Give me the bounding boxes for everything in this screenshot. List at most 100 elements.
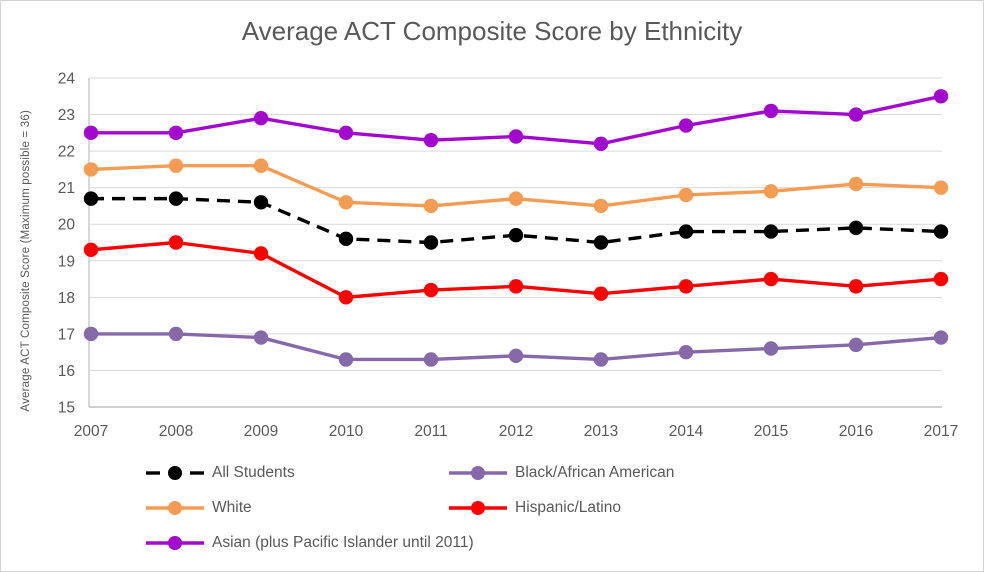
x-tick-label: 2017 <box>924 423 958 440</box>
y-tick-label: 17 <box>58 326 75 343</box>
data-point-all-students-2017 <box>933 224 949 239</box>
legend-item-hispanic-latino: Hispanic/Latino <box>449 499 674 516</box>
data-point-all-students-2016 <box>848 220 864 236</box>
data-point-white-2017 <box>933 180 949 195</box>
data-point-all-students-2008 <box>168 191 184 206</box>
data-point-hispanic-latino-2010 <box>338 290 354 305</box>
y-tick-label: 20 <box>58 217 76 234</box>
x-tick-label: 2012 <box>499 423 533 440</box>
data-point-black-african-american-2016 <box>848 337 864 353</box>
data-point-white-2015 <box>763 184 779 199</box>
data-point-hispanic-latino-2013 <box>593 286 609 301</box>
data-point-asian-plus-pacific-islander-until-2011-2015 <box>763 103 779 119</box>
data-point-white-2014 <box>678 187 694 203</box>
data-point-white-2011 <box>423 198 439 214</box>
legend-swatch-asian-plus-pacific-islander-until-2011 <box>146 536 204 550</box>
data-point-hispanic-latino-2008 <box>168 235 184 250</box>
y-tick-label: 19 <box>58 253 75 270</box>
data-point-hispanic-latino-2016 <box>848 279 864 294</box>
data-point-asian-plus-pacific-islander-until-2011-2017 <box>933 89 949 104</box>
legend-marker <box>168 501 182 515</box>
legend-marker <box>471 466 485 480</box>
data-point-asian-plus-pacific-islander-until-2011-2007 <box>83 125 99 141</box>
legend-item-black-african-american: Black/African American <box>449 464 675 481</box>
data-point-black-african-american-2015 <box>763 341 779 356</box>
data-point-white-2012 <box>508 191 524 206</box>
data-point-asian-plus-pacific-islander-until-2011-2008 <box>168 125 184 141</box>
data-point-asian-plus-pacific-islander-until-2011-2013 <box>593 136 609 151</box>
legend-swatch-black-african-american <box>449 466 507 480</box>
legend-label-all-students: All Students <box>212 464 295 481</box>
legend-key-hispanic-latino <box>449 500 507 516</box>
x-tick-label: 2009 <box>244 423 278 440</box>
data-point-white-2008 <box>168 158 184 173</box>
x-tick-label: 2007 <box>74 423 108 440</box>
legend-item-asian: Asian (plus Pacific Islander until 2011) <box>146 534 474 551</box>
legend-item-white: White <box>146 499 449 516</box>
data-point-white-2013 <box>593 198 609 214</box>
legend-label-black-african-american: Black/African American <box>515 464 675 481</box>
legend-label-asian: Asian (plus Pacific Islander until 2011) <box>212 534 474 551</box>
data-point-asian-plus-pacific-islander-until-2011-2012 <box>508 129 524 144</box>
plot-area: 15 16 17 18 19 20 21 22 23 24 2007 2008 2009 2010 2011… <box>58 71 958 441</box>
data-point-hispanic-latino-2012 <box>508 279 524 294</box>
legend-marker <box>471 501 485 515</box>
data-point-all-students-2009 <box>253 195 269 210</box>
legend-swatch-all-students <box>146 466 204 480</box>
legend-marker <box>168 536 182 550</box>
data-point-white-2016 <box>848 176 864 192</box>
y-tick-label: 15 <box>58 400 75 417</box>
data-point-hispanic-latino-2017 <box>933 271 949 287</box>
x-tick-label: 2015 <box>754 423 788 440</box>
legend: All Students Black/African American Whit… <box>146 464 675 551</box>
x-tick-label: 2014 <box>669 423 704 440</box>
data-point-all-students-2010 <box>338 231 354 247</box>
data-point-black-african-american-2009 <box>253 330 269 345</box>
legend-key-asian <box>146 535 204 551</box>
y-tick-label: 21 <box>58 180 75 197</box>
data-point-hispanic-latino-2014 <box>678 279 694 294</box>
y-tick-label: 18 <box>58 290 75 307</box>
chart-title: Average ACT Composite Score by Ethnicity <box>241 16 743 46</box>
legend-swatch-hispanic-latino <box>449 501 507 515</box>
x-tick-label: 2010 <box>329 423 364 440</box>
data-point-white-2009 <box>253 158 269 173</box>
data-point-white-2007 <box>83 162 99 177</box>
data-point-black-african-american-2008 <box>168 326 184 342</box>
y-tick-label: 23 <box>58 107 75 124</box>
x-tick-label: 2013 <box>584 423 618 440</box>
data-point-black-african-american-2017 <box>933 330 949 345</box>
x-tick-label: 2008 <box>159 423 193 440</box>
data-point-black-african-american-2013 <box>593 352 609 367</box>
data-point-all-students-2015 <box>763 224 779 239</box>
data-point-all-students-2012 <box>508 227 524 243</box>
data-point-black-african-american-2010 <box>338 352 354 367</box>
legend-marker <box>168 466 182 480</box>
data-point-asian-plus-pacific-islander-until-2011-2010 <box>338 125 354 141</box>
y-tick-label: 16 <box>58 363 75 380</box>
legend-key-white <box>146 500 204 516</box>
data-point-white-2010 <box>338 195 354 210</box>
data-point-all-students-2007 <box>83 191 99 206</box>
data-point-hispanic-latino-2009 <box>253 246 269 261</box>
data-point-asian-plus-pacific-islander-until-2011-2009 <box>253 111 269 126</box>
data-point-all-students-2011 <box>423 235 439 250</box>
legend-label-hispanic-latino: Hispanic/Latino <box>515 499 621 516</box>
data-point-asian-plus-pacific-islander-until-2011-2011 <box>423 132 439 148</box>
legend-key-black-african-american <box>449 465 507 481</box>
data-point-asian-plus-pacific-islander-until-2011-2014 <box>678 118 694 133</box>
data-point-black-african-american-2012 <box>508 348 524 364</box>
legend-item-all-students: All Students <box>146 464 449 481</box>
y-tick-label: 24 <box>58 71 76 88</box>
data-point-hispanic-latino-2015 <box>763 271 779 287</box>
data-point-hispanic-latino-2011 <box>423 282 439 298</box>
x-tick-label: 2016 <box>839 423 873 440</box>
x-tick-label: 2011 <box>414 423 447 440</box>
data-point-all-students-2013 <box>593 235 609 250</box>
data-point-hispanic-latino-2007 <box>83 242 99 258</box>
data-point-black-african-american-2007 <box>83 326 99 342</box>
legend-key-all-students <box>146 465 204 481</box>
data-point-all-students-2014 <box>678 224 694 239</box>
legend-label-white: White <box>212 499 252 516</box>
